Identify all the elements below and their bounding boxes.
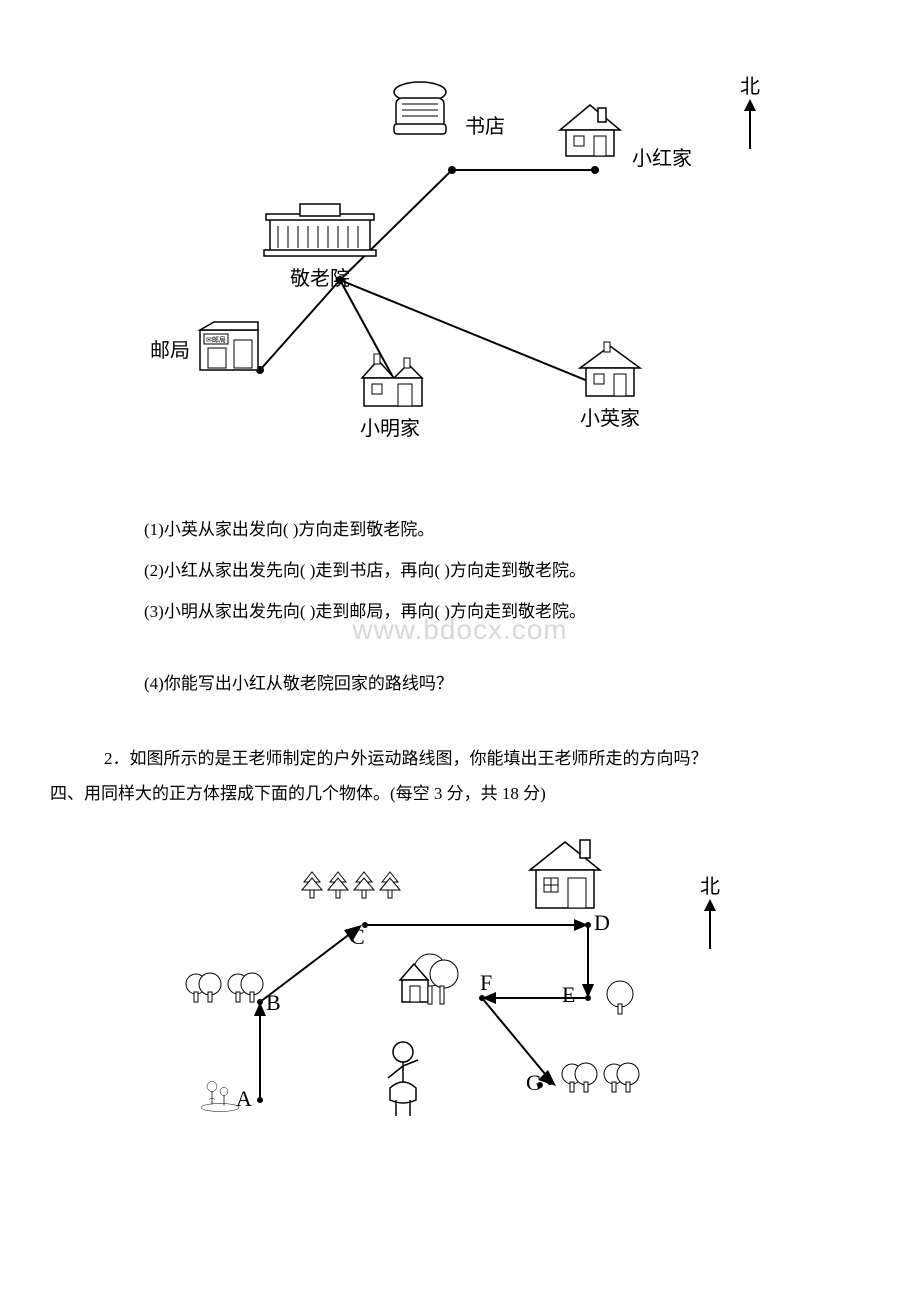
question-2-intro: 2．如图所示的是王老师制定的户外运动路线图，你能填出王老师所走的方向吗？ xyxy=(70,744,850,775)
map-diagram-1: 北 书店 xyxy=(150,60,770,480)
label-a: A xyxy=(236,1086,252,1112)
node-bookstore: 书店 xyxy=(380,80,460,140)
xiaoming-house-icon xyxy=(350,350,430,410)
questions-block: (1)小英从家出发向( )方向走到敬老院。 (2)小红从家出发先向( )走到书店… xyxy=(110,510,810,704)
xiaoying-house-icon xyxy=(570,340,650,400)
node-xiaoying: 小英家 xyxy=(570,340,650,431)
node-xiaohong: 小红家 xyxy=(550,100,630,160)
xiaohong-label: 小红家 xyxy=(632,142,692,171)
question-1: (1)小英从家出发向( )方向走到敬老院。 xyxy=(110,510,810,551)
label-c: C xyxy=(350,924,365,950)
question-4: (4)你能写出小红从敬老院回家的路线吗？ xyxy=(110,664,810,705)
dot-g xyxy=(537,1082,543,1088)
compass-label-2: 北 xyxy=(700,870,720,899)
node-postoffice: 邮局 ✉邮局 xyxy=(150,320,264,376)
postoffice-icon: ✉邮局 xyxy=(194,320,264,376)
node-nursinghome: 敬老院 xyxy=(260,200,380,291)
house-d-icon xyxy=(520,834,610,919)
compass-label-1: 北 xyxy=(740,70,760,99)
xiaohong-house-icon xyxy=(550,100,630,160)
teacher-icon xyxy=(380,1040,426,1125)
diagram1-lines xyxy=(150,60,770,480)
nursinghome-label: 敬老院 xyxy=(290,262,350,291)
label-b: B xyxy=(266,990,281,1016)
xiaoying-label: 小英家 xyxy=(580,402,640,431)
flowers-a-icon xyxy=(200,1070,240,1125)
question-3: (3)小明从家出发先向( )走到邮局，再向( )方向走到敬老院。 xyxy=(110,592,810,633)
bookstore-icon xyxy=(380,80,460,140)
compass-arrow-icon xyxy=(740,99,760,149)
label-d: D xyxy=(594,910,610,936)
label-e: E xyxy=(562,982,575,1008)
compass-1: 北 xyxy=(740,70,760,149)
bushes-g-icon xyxy=(560,1060,642,1101)
compass-arrow-icon-2 xyxy=(700,899,720,949)
node-xiaoming: 小明家 xyxy=(350,350,430,441)
question-2: (2)小红从家出发先向( )走到书店，再向( )方向走到敬老院。 xyxy=(110,551,810,592)
cottage-f-icon xyxy=(380,950,460,1015)
bush-e-icon xyxy=(600,980,640,1021)
nursinghome-icon xyxy=(260,200,380,260)
section-4-title: 四、用同样大的正方体摆成下面的几个物体。(每空 3 分，共 18 分) xyxy=(50,779,870,810)
postoffice-label: 邮局 xyxy=(150,334,190,363)
map-diagram-2: 北 xyxy=(180,830,740,1190)
compass-2: 北 xyxy=(700,870,720,949)
svg-text:✉邮局: ✉邮局 xyxy=(206,335,226,344)
xiaoming-label: 小明家 xyxy=(360,412,420,441)
bushes-b-icon xyxy=(184,970,266,1011)
bookstore-label: 书店 xyxy=(465,110,505,139)
label-f: F xyxy=(480,970,492,996)
pine-trees-icon xyxy=(300,870,402,905)
